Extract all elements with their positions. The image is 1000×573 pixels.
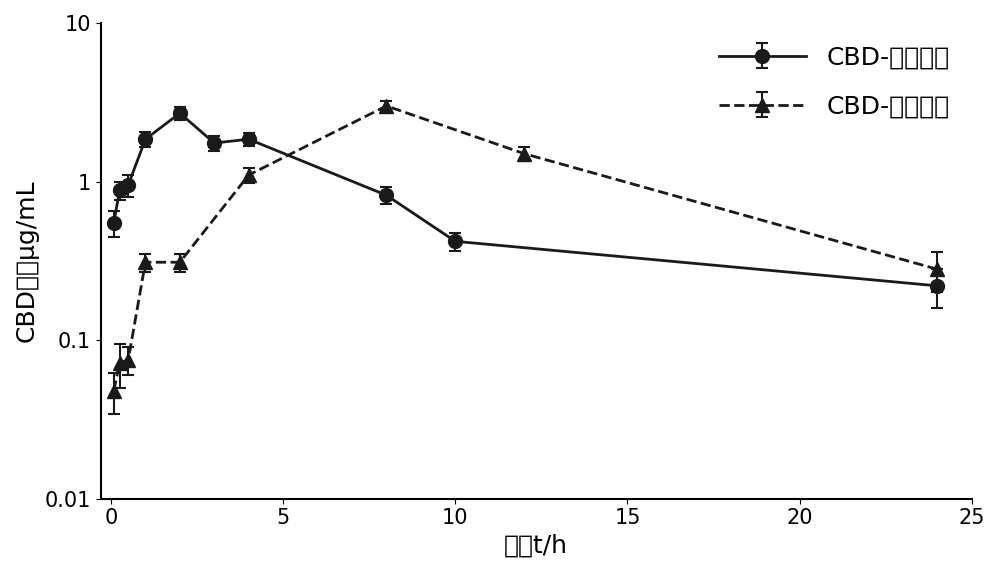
X-axis label: 时间t/h: 时间t/h [504,534,568,558]
Y-axis label: CBD含量μg/mL: CBD含量μg/mL [15,179,39,342]
Legend: CBD-吐温溶液, CBD-乳帼样品: CBD-吐温溶液, CBD-乳帼样品 [709,36,959,128]
